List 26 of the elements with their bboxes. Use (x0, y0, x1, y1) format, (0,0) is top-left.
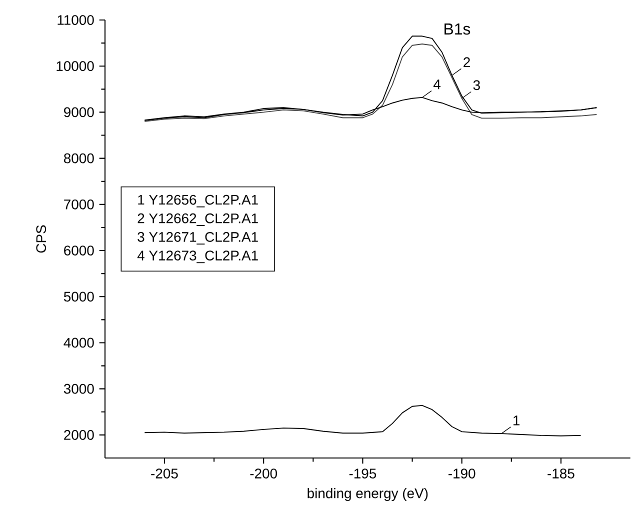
y-tick-label: 8000 (64, 153, 94, 164)
x-tick-label: -185 (548, 468, 574, 478)
x-axis-title: binding energy (eV) (308, 488, 428, 502)
y-tick-label: 5000 (64, 292, 94, 302)
y-tick-label: 10000 (56, 61, 94, 72)
y-tick-label: 9000 (64, 107, 94, 118)
y-tick-label: 4000 (64, 338, 94, 348)
annotation: 1 (514, 416, 520, 426)
annotation: 4 Y12673_CL2P.A1 (137, 250, 258, 264)
y-tick-label: 6000 (64, 246, 94, 256)
annotation: 2 (464, 57, 470, 68)
annotation: 4 (433, 80, 440, 90)
y-tick-label: 3000 (64, 384, 94, 394)
x-tick-label: -195 (349, 468, 376, 478)
annotation: 3 (473, 80, 480, 90)
annotation: 1 Y12656_CL2P.A1 (138, 194, 258, 208)
x-tick-label: -190 (448, 468, 476, 478)
x-tick-label: -205 (151, 468, 178, 478)
y-tick-label: 11000 (58, 15, 94, 25)
y-axis-title: CPS (36, 225, 46, 253)
annotation: 3 Y12671_CL2P.A1 (138, 232, 258, 245)
x-tick-label: -200 (250, 468, 277, 478)
chart-title: B1s (444, 24, 470, 35)
annotation: 2 Y12662_CL2P.A1 (138, 213, 258, 226)
y-tick-label: 7000 (64, 199, 94, 210)
y-tick-label: 2000 (64, 430, 94, 440)
